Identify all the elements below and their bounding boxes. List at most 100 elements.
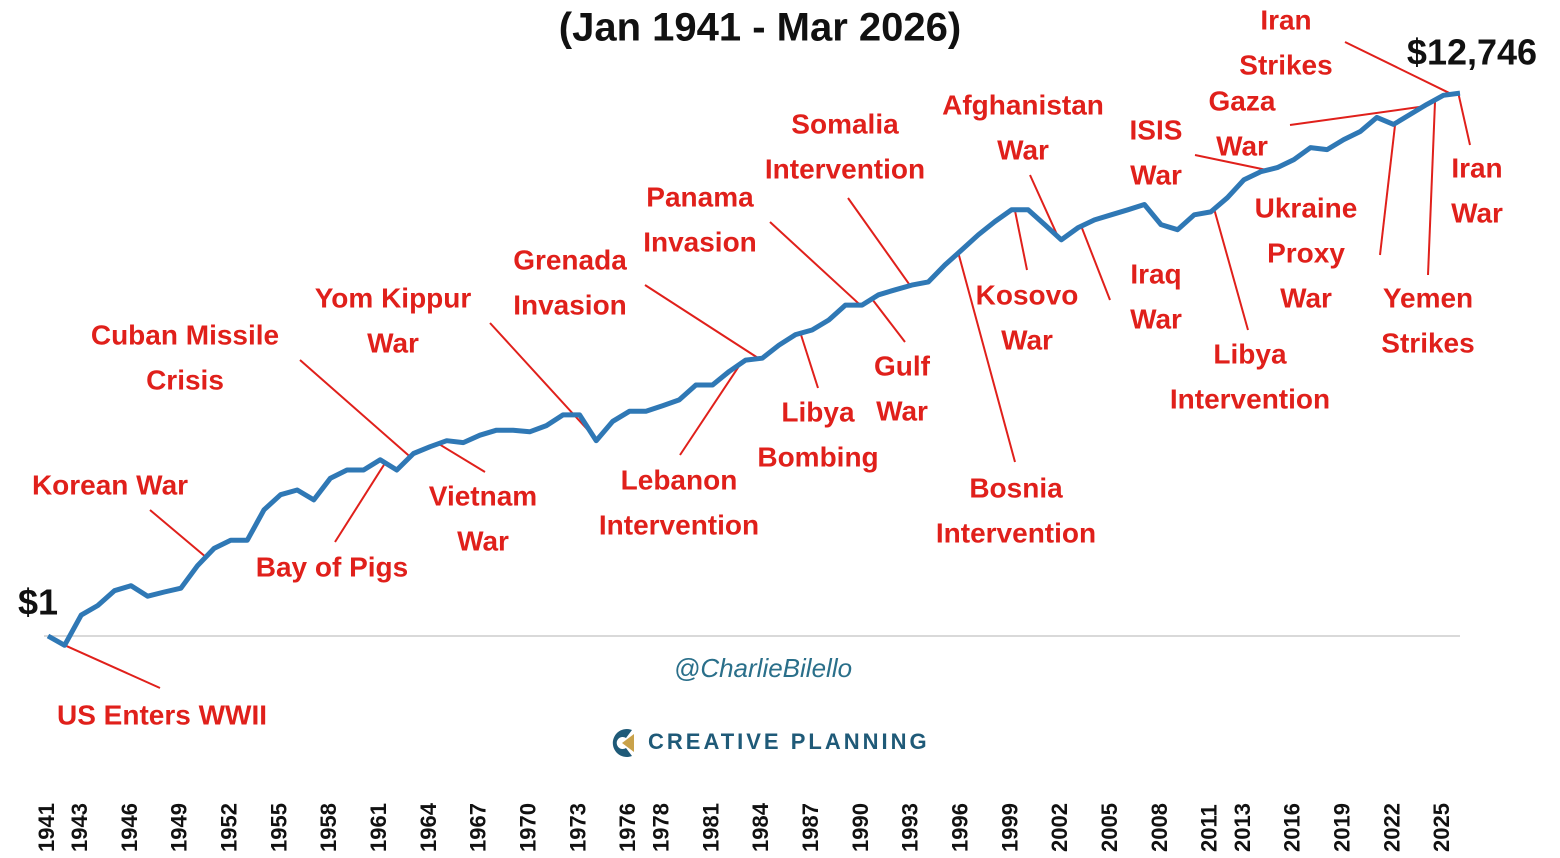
annotation: Invasion	[513, 289, 627, 320]
annotation: Lebanon	[621, 464, 738, 495]
annotation: War	[367, 327, 419, 358]
x-tick-label: 1967	[466, 803, 491, 852]
x-tick-label: 2002	[1047, 803, 1072, 852]
x-tick-label: 2008	[1147, 803, 1172, 852]
leader-line	[1194, 154, 1268, 172]
annotation: Strikes	[1239, 49, 1332, 80]
brand: CREATIVE PLANNING	[648, 729, 930, 754]
leader-line	[149, 509, 207, 558]
x-tick-label: 1952	[217, 803, 242, 852]
annotation: Vietnam	[429, 480, 537, 511]
chart-title: (Jan 1941 - Mar 2026)	[559, 6, 961, 50]
annotation: War	[1451, 197, 1503, 228]
start-label: $1	[18, 582, 58, 623]
annotation: Strikes	[1381, 327, 1474, 358]
x-tick-label: 1981	[698, 803, 723, 852]
annotation: Intervention	[765, 153, 925, 184]
annotation: War	[997, 134, 1049, 165]
annotation: Somalia	[791, 108, 899, 139]
leader-line	[644, 284, 760, 360]
x-tick-label: 1990	[848, 803, 873, 852]
leader-line	[1344, 41, 1453, 96]
leader-line	[1427, 99, 1437, 276]
leader-line	[769, 221, 861, 306]
x-tick-label: 1978	[648, 803, 673, 852]
annotation: Bay of Pigs	[256, 551, 408, 582]
leader-line	[1013, 209, 1028, 271]
leader-line	[437, 442, 486, 473]
x-tick-label: 1999	[997, 803, 1022, 852]
annotation: War	[1130, 303, 1182, 334]
annotation: Invasion	[643, 226, 757, 257]
line	[46, 90, 1461, 648]
leader-line	[1289, 105, 1424, 126]
x-tick-label: 1993	[898, 803, 923, 852]
x-tick-label: 1970	[516, 803, 541, 852]
x-tick-label: 1943	[67, 803, 92, 852]
annotation: Bosnia	[969, 472, 1063, 503]
x-tick-label: 1987	[798, 803, 823, 852]
annotation: Intervention	[599, 509, 759, 540]
x-tick-label: 1996	[947, 803, 972, 852]
annotation: Korean War	[32, 469, 188, 500]
annotation: Cuban Missile	[91, 319, 279, 350]
annotation: Intervention	[1170, 383, 1330, 414]
annotation: War	[1216, 130, 1268, 161]
x-tick-label: 1958	[316, 803, 341, 852]
annotation: War	[1001, 324, 1053, 355]
x-tick-label: 1976	[615, 803, 640, 852]
annotation: Ukraine	[1255, 192, 1358, 223]
x-tick-label: 1955	[266, 803, 291, 852]
annotation: Grenada	[513, 244, 627, 275]
leader-line	[799, 332, 819, 389]
leader-line	[957, 252, 1016, 463]
x-tick-label: 1961	[366, 803, 391, 852]
leader-line	[847, 197, 911, 287]
annotation: War	[457, 525, 509, 556]
leader-line	[871, 298, 906, 343]
leader-line	[1213, 208, 1249, 331]
annotation: Libya	[1213, 338, 1287, 369]
leader-line	[1029, 174, 1059, 238]
leader-line	[1379, 123, 1397, 256]
leader-line	[489, 322, 594, 437]
brand-logo	[612, 729, 634, 757]
annotation: Iraq	[1130, 258, 1181, 289]
annotation: War	[1130, 159, 1182, 190]
leader-line	[62, 643, 161, 689]
annotation: Yemen	[1383, 282, 1473, 313]
x-tick-label: 2005	[1097, 803, 1122, 852]
annotation: Gulf	[874, 350, 931, 381]
watermark: @CharlieBilello	[674, 653, 852, 683]
end-label: $12,746	[1407, 32, 1537, 73]
annotation: Libya	[781, 396, 855, 427]
x-tick-label: 1949	[167, 803, 192, 852]
x-tick-label: 2013	[1230, 803, 1255, 852]
annotation: US Enters WWII	[57, 699, 267, 730]
leader-line	[679, 362, 742, 456]
annotation: Intervention	[936, 517, 1096, 548]
annotation: Afghanistan	[942, 89, 1104, 120]
x-tick-label: 2019	[1330, 803, 1355, 852]
annotation: Yom Kippur	[315, 282, 472, 313]
annotation: Iran	[1260, 4, 1311, 35]
x-tick-label: 1984	[748, 802, 773, 852]
annotation: Crisis	[146, 364, 224, 395]
annotation: Panama	[646, 181, 754, 212]
annotation: Kosovo	[976, 279, 1079, 310]
leader-line	[1080, 225, 1111, 301]
annotation: Proxy	[1267, 237, 1345, 268]
x-tick-label: 1941	[34, 803, 59, 852]
x-tick-label: 2025	[1429, 803, 1454, 852]
leader-line	[299, 359, 411, 458]
x-tick-label: 1946	[117, 803, 142, 852]
annotation: ISIS	[1130, 114, 1183, 145]
annotation: War	[876, 395, 928, 426]
x-tick-label: 2016	[1280, 803, 1305, 852]
annotation: Bombing	[757, 441, 878, 472]
annotation: War	[1280, 282, 1332, 313]
x-tick-label: 1964	[416, 802, 441, 852]
x-tick-label: 1973	[565, 803, 590, 852]
leader-line	[1457, 93, 1471, 146]
